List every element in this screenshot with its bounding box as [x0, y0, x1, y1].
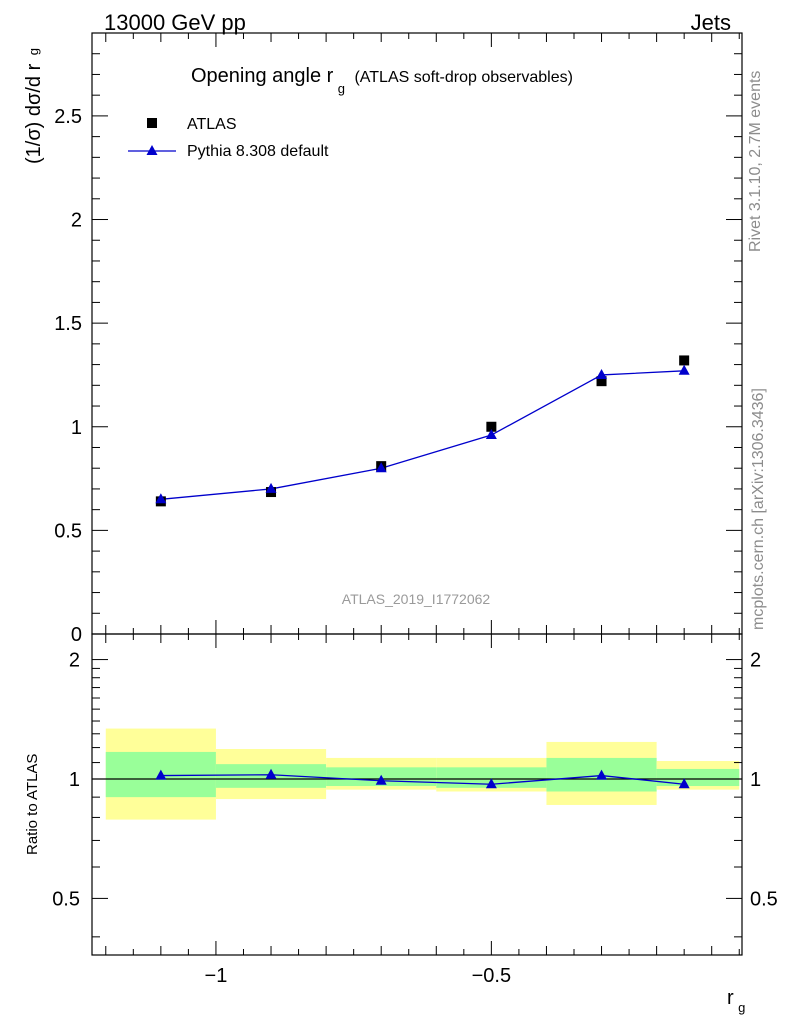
- xlabel: r g: [727, 987, 745, 1015]
- ratio-point-5: [678, 778, 690, 789]
- ylabel-main: (1/σ) dσ/d r g: [23, 48, 45, 164]
- ratio-y-tick-label-right-2: 2: [750, 650, 761, 672]
- atlas-point-4: [596, 376, 607, 387]
- main-panel: 0 0.5 1 1.5 2 2.5: [54, 32, 743, 646]
- ratio-y-tick-label-left-1: 1: [69, 769, 80, 791]
- ratio-point-3: [485, 778, 497, 789]
- plot-title-rest: (ATLAS soft-drop observables): [354, 69, 572, 86]
- ratio-series-line: [160, 774, 685, 785]
- pythia-point-2: [375, 462, 387, 473]
- mcplots-label: mcplots.cern.ch [arXiv:1306.3436]: [750, 388, 767, 630]
- atlas-point-5: [679, 355, 690, 366]
- main-y-tick-label-5: 2.5: [54, 106, 82, 128]
- ratio-band-green-5: [656, 768, 740, 787]
- main-y-tick-label-2: 1: [71, 417, 82, 439]
- ylabel-main-sub: g: [26, 48, 41, 55]
- ratio-point-1: [265, 768, 277, 779]
- pythia-point-0: [155, 493, 167, 504]
- main-y-tick-label-3: 1.5: [54, 313, 82, 335]
- main-y-tick-label-1: 0.5: [54, 520, 82, 542]
- pythia-point-5: [678, 364, 690, 375]
- pythia-point-1: [265, 482, 277, 493]
- legend-marker-pythia: [146, 145, 158, 155]
- ratio-point-0: [155, 769, 167, 780]
- ratio-point-2: [375, 774, 387, 785]
- header-energy: 13000 GeV pp: [104, 10, 246, 35]
- legend: ATLAS Pythia 8.308 default: [128, 116, 329, 160]
- plot-title-sub: g: [338, 81, 345, 96]
- main-y-tick-label-4: 2: [71, 210, 82, 232]
- plot-title: Opening angle r g (ATLAS soft-drop obser…: [191, 65, 573, 97]
- ylabel-main-text: (1/σ) dσ/d r: [23, 63, 45, 164]
- atlas-point-3: [486, 421, 497, 432]
- ratio-point-4: [596, 769, 608, 780]
- ratio-y-tick-label-right-1: 1: [750, 769, 761, 791]
- legend-label-atlas: ATLAS: [187, 116, 237, 133]
- ratio-y-tick-label-right-0: 0.5: [750, 888, 778, 910]
- pythia-point-3: [485, 429, 497, 440]
- xlabel-main: r: [727, 987, 734, 1009]
- ratio-panel: −1 −0.5 0.5 0.5 1 1 2 2: [52, 633, 778, 987]
- analysis-watermark: ATLAS_2019_I1772062: [342, 591, 491, 607]
- plot-title-main: Opening angle r: [191, 65, 334, 87]
- rivet-label: Rivet 3.1.10, 2.7M events: [747, 71, 764, 252]
- x-tick-label-0: −1: [205, 965, 228, 987]
- ratio-y-tick-label-left-0: 0.5: [52, 888, 80, 910]
- ylabel-ratio: Ratio to ATLAS: [24, 754, 41, 855]
- ratio-y-tick-label-left-2: 2: [69, 650, 80, 672]
- pythia-point-4: [596, 368, 608, 379]
- pythia-series-line: [160, 370, 685, 500]
- main-y-tick-label-0: 0: [71, 624, 82, 646]
- header-process: Jets: [691, 10, 731, 35]
- ratio-frame: [91, 633, 743, 956]
- legend-marker-atlas: [147, 118, 157, 128]
- x-tick-label-1: −0.5: [472, 965, 511, 987]
- xlabel-sub: g: [738, 1000, 745, 1015]
- legend-label-pythia: Pythia 8.308 default: [187, 143, 329, 160]
